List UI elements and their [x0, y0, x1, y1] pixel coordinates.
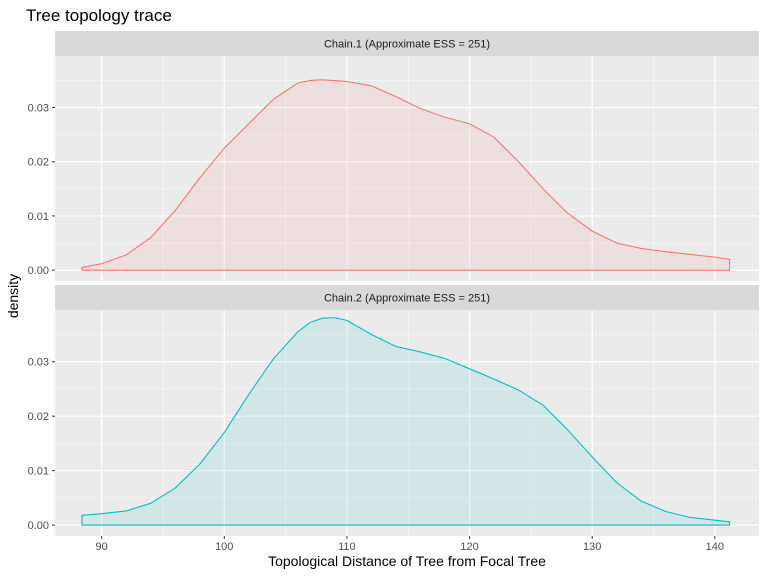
strip-background-chain-1 — [55, 31, 759, 56]
x-tick-label: 140 — [706, 541, 724, 553]
y-tick-label: 0.02 — [28, 157, 49, 169]
y-tick-label: 0.03 — [28, 357, 49, 369]
x-tick-label: 100 — [215, 541, 233, 553]
chart-title: Tree topology trace — [26, 6, 172, 25]
plot-background-chain-1 — [55, 56, 759, 281]
density-area-1 — [81, 79, 731, 271]
panel-chain-1: Chain.1 (Approximate ESS = 251) 0.00 0.01… — [28, 31, 759, 281]
y-tick-label: 0.01 — [28, 211, 49, 223]
y-tick-label: 0.00 — [28, 520, 49, 532]
strip-label-chain-1: Chain.1 (Approximate ESS = 251) — [324, 39, 490, 51]
panel-chain-2: Chain.2 (Approximate ESS = 251) 0.00 0.01… — [28, 285, 759, 536]
x-tick-label: 120 — [460, 541, 478, 553]
density-layer-chain-1 — [81, 79, 731, 271]
y-tick-label: 0.00 — [28, 265, 49, 277]
x-tick-label: 90 — [95, 541, 107, 553]
x-tick-label: 130 — [583, 541, 601, 553]
y-tick-label: 0.02 — [28, 411, 49, 423]
density-area-2 — [81, 317, 731, 526]
density-layer-chain-2 — [81, 317, 731, 526]
plot-background-chain-2 — [55, 310, 759, 536]
y-axis-chain-2: 0.00 0.01 0.02 0.03 — [28, 357, 55, 532]
y-tick-label: 0.03 — [28, 103, 49, 115]
x-axis-title: Topological Distance of Tree from Focal … — [268, 553, 546, 569]
strip-background-chain-2 — [55, 285, 759, 310]
y-tick-label: 0.01 — [28, 466, 49, 478]
x-axis: 90 100 110 120 130 140 — [95, 536, 724, 553]
y-axis-title: density — [5, 274, 21, 318]
y-axis-chain-1: 0.00 0.01 0.02 0.03 — [28, 103, 55, 277]
x-tick-label: 110 — [338, 541, 356, 553]
strip-label-chain-2: Chain.2 (Approximate ESS = 251) — [324, 293, 490, 305]
